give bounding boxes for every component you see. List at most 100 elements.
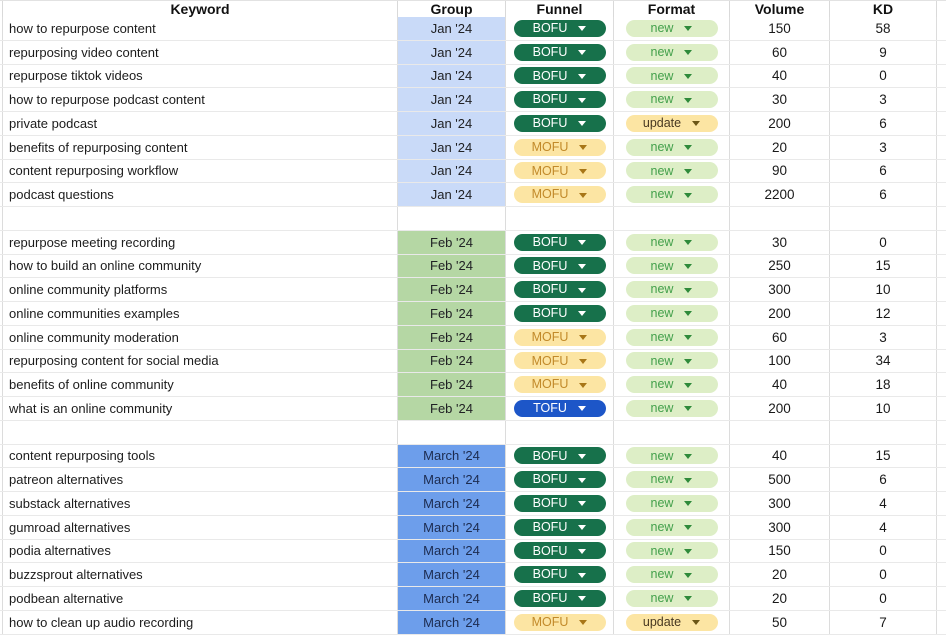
keyword-cell[interactable]: repurposing content for social media	[3, 349, 398, 373]
keyword-cell[interactable]: podbean alternative	[3, 587, 398, 610]
format-cell[interactable]: new	[614, 563, 730, 586]
keyword-cell[interactable]: what is an online community	[3, 397, 398, 420]
keyword-cell[interactable]: private podcast	[3, 112, 398, 135]
group-cell[interactable]: Feb '24	[398, 325, 506, 349]
format-dropdown-chip[interactable]: new	[625, 257, 718, 275]
funnel-dropdown-chip[interactable]: MOFU	[513, 162, 606, 180]
keyword-cell[interactable]: online community platforms	[3, 278, 398, 301]
format-dropdown-chip[interactable]: new	[625, 566, 718, 584]
format-dropdown-chip[interactable]: new	[625, 494, 718, 512]
volume-cell[interactable]: 150	[730, 17, 830, 40]
volume-cell[interactable]: 100	[730, 349, 830, 373]
kd-cell[interactable]: 0	[830, 539, 937, 563]
kd-cell[interactable]: 9	[830, 40, 937, 64]
kd-cell[interactable]: 10	[830, 397, 937, 420]
funnel-dropdown-chip[interactable]: BOFU	[513, 67, 606, 85]
group-cell[interactable]: Feb '24	[398, 373, 506, 396]
keyword-cell[interactable]: online community moderation	[3, 325, 398, 349]
funnel-dropdown-chip[interactable]: BOFU	[513, 447, 606, 465]
volume-cell[interactable]: 200	[730, 397, 830, 420]
volume-cell[interactable]: 200	[730, 302, 830, 325]
funnel-dropdown-chip[interactable]: BOFU	[513, 257, 606, 275]
kd-cell[interactable]: 0	[830, 563, 937, 586]
funnel-cell[interactable]: BOFU	[506, 587, 614, 610]
format-dropdown-chip[interactable]: new	[625, 447, 718, 465]
funnel-cell[interactable]: BOFU	[506, 254, 614, 278]
kd-cell[interactable]: 6	[830, 183, 937, 206]
kd-cell[interactable]: 7	[830, 610, 937, 634]
keyword-cell[interactable]	[3, 207, 398, 230]
group-cell[interactable]: March '24	[398, 563, 506, 586]
funnel-cell[interactable]: MOFU	[506, 349, 614, 373]
group-cell[interactable]	[398, 420, 506, 444]
funnel-dropdown-chip[interactable]: BOFU	[513, 91, 606, 109]
kd-cell[interactable]: 3	[830, 135, 937, 159]
volume-cell[interactable]: 50	[730, 610, 830, 634]
volume-cell[interactable]: 90	[730, 159, 830, 183]
format-cell[interactable]: update	[614, 112, 730, 135]
group-cell[interactable]: Jan '24	[398, 183, 506, 206]
group-cell[interactable]: March '24	[398, 539, 506, 563]
keyword-cell[interactable]: how to clean up audio recording	[3, 610, 398, 634]
funnel-dropdown-chip[interactable]: BOFU	[513, 304, 606, 322]
keyword-cell[interactable]: how to repurpose podcast content	[3, 88, 398, 111]
keyword-cell[interactable]: repurpose meeting recording	[3, 230, 398, 254]
funnel-cell[interactable]: MOFU	[506, 610, 614, 634]
kd-cell[interactable]: 34	[830, 349, 937, 373]
funnel-dropdown-chip[interactable]: MOFU	[513, 138, 606, 156]
kd-cell[interactable]	[830, 420, 937, 444]
funnel-cell[interactable]	[506, 420, 614, 444]
format-dropdown-chip[interactable]: new	[625, 281, 718, 299]
funnel-cell[interactable]: BOFU	[506, 64, 614, 88]
format-cell[interactable]: new	[614, 539, 730, 563]
format-cell[interactable]: new	[614, 373, 730, 396]
group-cell[interactable]: Jan '24	[398, 17, 506, 40]
header-format[interactable]: Format	[614, 1, 730, 17]
format-dropdown-chip[interactable]: new	[625, 542, 718, 560]
format-dropdown-chip[interactable]: new	[625, 138, 718, 156]
group-cell[interactable]: Feb '24	[398, 254, 506, 278]
volume-cell[interactable]: 300	[730, 515, 830, 539]
keyword-cell[interactable]: podia alternatives	[3, 539, 398, 563]
format-cell[interactable]	[614, 420, 730, 444]
funnel-cell[interactable]: BOFU	[506, 112, 614, 135]
funnel-cell[interactable]: BOFU	[506, 444, 614, 468]
group-cell[interactable]: Jan '24	[398, 64, 506, 88]
keyword-cell[interactable]: content repurposing tools	[3, 444, 398, 468]
keyword-cell[interactable]: patreon alternatives	[3, 468, 398, 491]
format-cell[interactable]: new	[614, 64, 730, 88]
kd-cell[interactable]: 0	[830, 64, 937, 88]
format-cell[interactable]: new	[614, 159, 730, 183]
format-dropdown-chip[interactable]: new	[625, 518, 718, 536]
keyword-cell[interactable]	[3, 420, 398, 444]
format-dropdown-chip[interactable]: new	[625, 352, 718, 370]
funnel-cell[interactable]: BOFU	[506, 302, 614, 325]
header-volume[interactable]: Volume	[730, 1, 830, 17]
format-dropdown-chip[interactable]: new	[625, 376, 718, 394]
group-cell[interactable]: Feb '24	[398, 230, 506, 254]
kd-cell[interactable]: 0	[830, 587, 937, 610]
group-cell[interactable]: Feb '24	[398, 397, 506, 420]
keyword-cell[interactable]: benefits of online community	[3, 373, 398, 396]
group-cell[interactable]: March '24	[398, 610, 506, 634]
funnel-dropdown-chip[interactable]: BOFU	[513, 281, 606, 299]
funnel-dropdown-chip[interactable]: BOFU	[513, 542, 606, 560]
format-cell[interactable]: new	[614, 17, 730, 40]
format-cell[interactable]: new	[614, 587, 730, 610]
keyword-cell[interactable]: content repurposing workflow	[3, 159, 398, 183]
keyword-cell[interactable]: how to build an online community	[3, 254, 398, 278]
funnel-dropdown-chip[interactable]: MOFU	[513, 376, 606, 394]
keyword-cell[interactable]: repurpose tiktok videos	[3, 64, 398, 88]
volume-cell[interactable]: 2200	[730, 183, 830, 206]
volume-cell[interactable]: 60	[730, 325, 830, 349]
volume-cell[interactable]: 300	[730, 492, 830, 515]
group-cell[interactable]: March '24	[398, 515, 506, 539]
volume-cell[interactable]: 500	[730, 468, 830, 491]
funnel-cell[interactable]: BOFU	[506, 539, 614, 563]
kd-cell[interactable]: 6	[830, 159, 937, 183]
kd-cell[interactable]: 58	[830, 17, 937, 40]
volume-cell[interactable]: 40	[730, 64, 830, 88]
keyword-cell[interactable]: podcast questions	[3, 183, 398, 206]
funnel-cell[interactable]: MOFU	[506, 159, 614, 183]
funnel-cell[interactable]: BOFU	[506, 563, 614, 586]
